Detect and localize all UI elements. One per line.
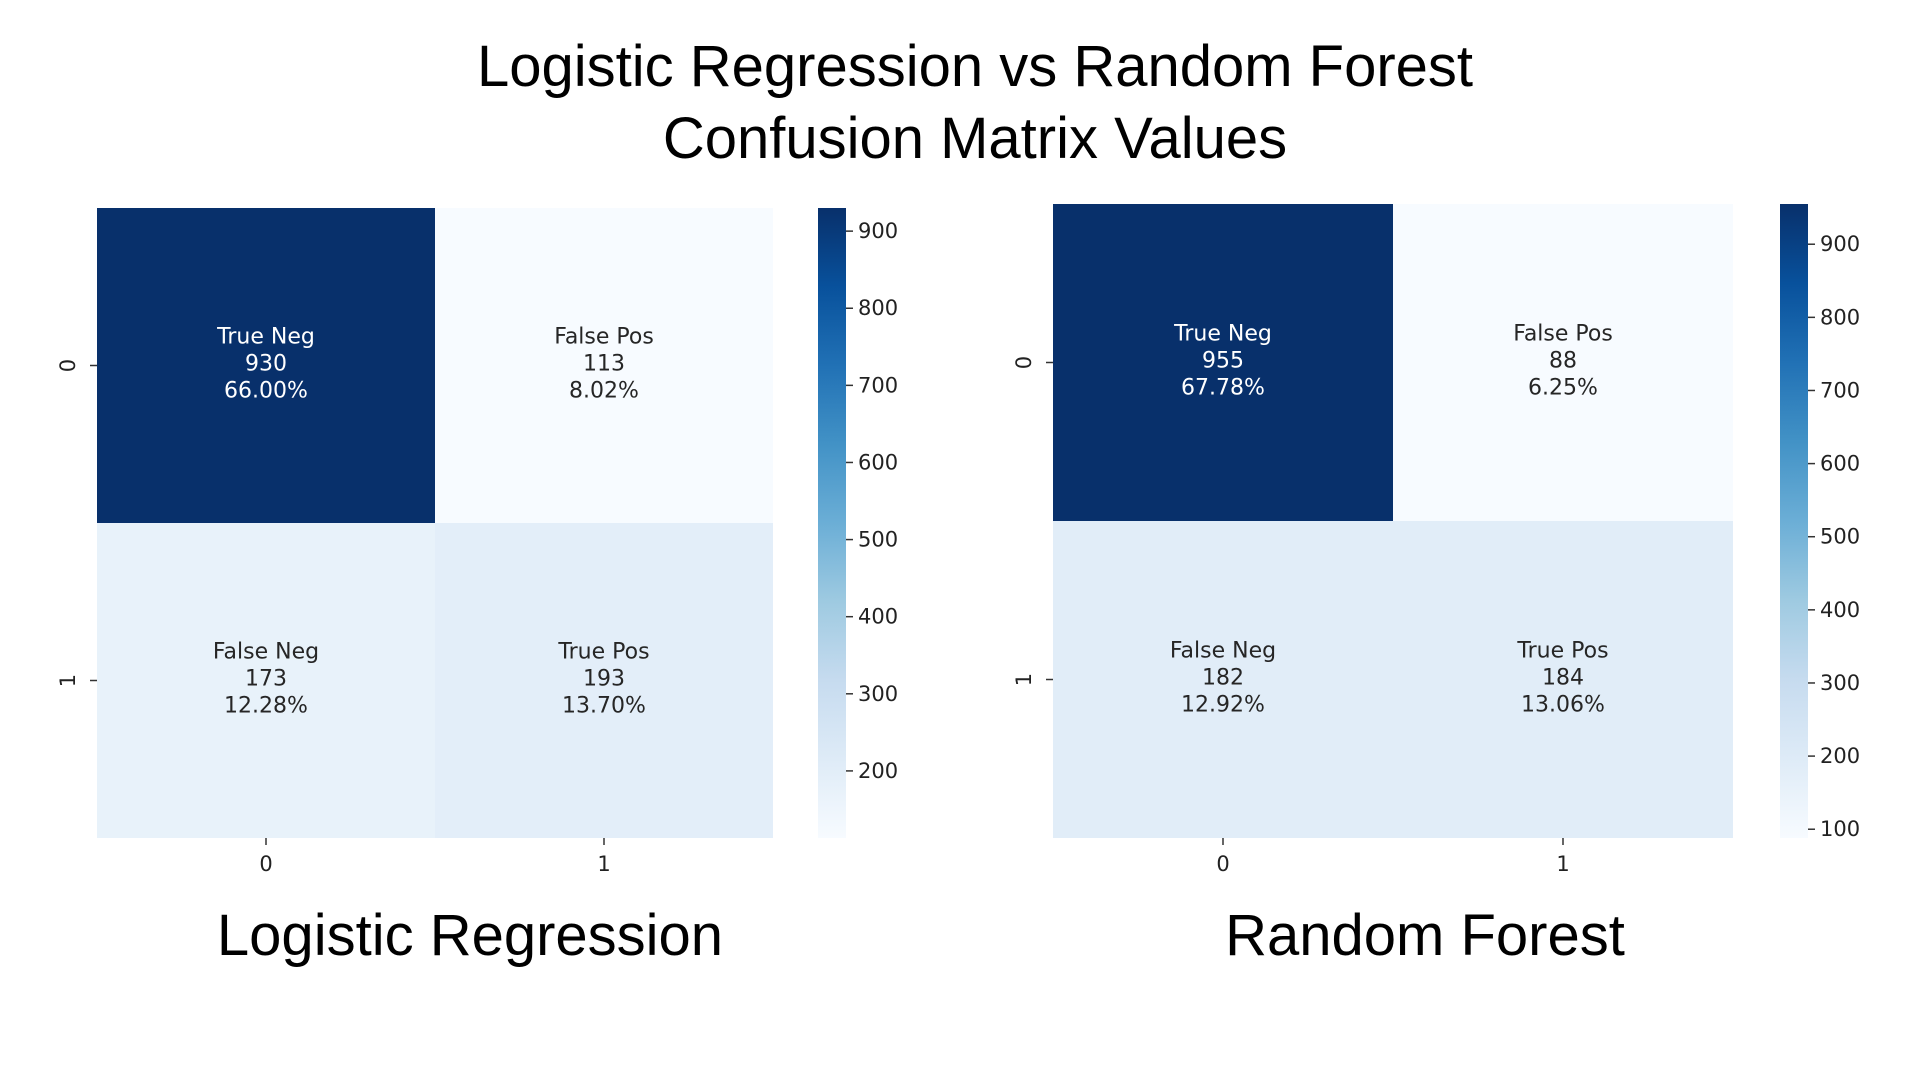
rf-y-tick-label-0: 0 xyxy=(1012,356,1036,369)
chart-title-line-1: Logistic Regression vs Random Forest xyxy=(477,34,1473,99)
lr-colorbar-tick-label-3: 600 xyxy=(858,450,898,474)
rf-cell-pct-r1-c0: 12.92% xyxy=(1181,693,1265,718)
rf-colorbar-tick-label-0: 900 xyxy=(1820,232,1860,256)
lr-colorbar-tick-label-6: 300 xyxy=(858,682,898,706)
rf-cell-r0-c1 xyxy=(1393,204,1733,521)
rf-colorbar-tick-label-7: 200 xyxy=(1820,744,1860,768)
rf-cell-label-r1-c0: False Neg xyxy=(1170,639,1276,664)
rf-colorbar-tick-label-6: 300 xyxy=(1820,671,1860,695)
lr-cell-value-r1-c0: 173 xyxy=(245,667,287,692)
lr-cell-pct-r0-c0: 66.00% xyxy=(224,379,308,404)
lr-colorbar-tick-label-0: 900 xyxy=(858,219,898,243)
lr-colorbar xyxy=(818,208,846,838)
rf-colorbar-tick-label-4: 500 xyxy=(1820,525,1860,549)
rf-colorbar-tick-label-3: 600 xyxy=(1820,452,1860,476)
lr-cell-value-r1-c1: 193 xyxy=(583,667,625,692)
lr-subtitle: Logistic Regression xyxy=(217,903,723,968)
lr-y-tick-label-1: 1 xyxy=(56,674,80,687)
rf-cell-value-r1-c0: 182 xyxy=(1202,666,1244,691)
lr-x-tick-label-0: 0 xyxy=(259,852,272,876)
lr-cell-pct-r0-c1: 8.02% xyxy=(569,379,639,404)
rf-cell-pct-r0-c1: 6.25% xyxy=(1528,376,1598,401)
rf-colorbar-tick-label-5: 400 xyxy=(1820,598,1860,622)
lr-cell-pct-r1-c1: 13.70% xyxy=(562,694,646,719)
rf-colorbar-tick-label-1: 800 xyxy=(1820,305,1860,329)
rf-colorbar xyxy=(1780,204,1808,838)
lr-colorbar-tick-label-2: 700 xyxy=(858,373,898,397)
lr-y-tick-label-0: 0 xyxy=(56,359,80,372)
lr-cell-r0-c0 xyxy=(97,208,435,523)
rf-colorbar-tick-label-8: 100 xyxy=(1820,817,1860,841)
rf-subtitle: Random Forest xyxy=(1225,903,1625,968)
lr-cell-r0-c1 xyxy=(435,208,773,523)
lr-cell-r1-c0 xyxy=(97,523,435,838)
lr-colorbar-tick-label-4: 500 xyxy=(858,528,898,552)
rf-colorbar-tick-label-2: 700 xyxy=(1820,378,1860,402)
lr-cell-label-r0-c1: False Pos xyxy=(554,325,654,350)
rf-cell-label-r0-c0: True Neg xyxy=(1173,322,1272,347)
lr-cell-r1-c1 xyxy=(435,523,773,838)
lr-cell-label-r1-c1: True Pos xyxy=(557,640,649,665)
rf-cell-r0-c0 xyxy=(1053,204,1393,521)
rf-cell-r1-c0 xyxy=(1053,521,1393,838)
lr-cell-value-r0-c0: 930 xyxy=(245,352,287,377)
rf-cell-value-r1-c1: 184 xyxy=(1542,666,1584,691)
chart-title-line-2: Confusion Matrix Values xyxy=(663,106,1287,171)
rf-cell-label-r0-c1: False Pos xyxy=(1513,322,1613,347)
rf-cell-label-r1-c1: True Pos xyxy=(1516,639,1608,664)
lr-cell-pct-r1-c0: 12.28% xyxy=(224,694,308,719)
rf-cell-r1-c1 xyxy=(1393,521,1733,838)
lr-cell-value-r0-c1: 113 xyxy=(583,352,625,377)
rf-x-tick-label-0: 0 xyxy=(1216,852,1229,876)
lr-colorbar-tick-label-1: 800 xyxy=(858,296,898,320)
lr-cell-label-r1-c0: False Neg xyxy=(213,640,319,665)
lr-x-tick-label-1: 1 xyxy=(597,852,610,876)
lr-colorbar-tick-label-7: 200 xyxy=(858,759,898,783)
rf-cell-pct-r1-c1: 13.06% xyxy=(1521,693,1605,718)
rf-x-tick-label-1: 1 xyxy=(1556,852,1569,876)
rf-cell-value-r0-c1: 88 xyxy=(1549,349,1577,374)
lr-cell-label-r0-c0: True Neg xyxy=(216,325,315,350)
rf-cell-value-r0-c0: 955 xyxy=(1202,349,1244,374)
rf-cell-pct-r0-c0: 67.78% xyxy=(1181,376,1265,401)
rf-y-tick-label-1: 1 xyxy=(1012,673,1036,686)
lr-colorbar-tick-label-5: 400 xyxy=(858,605,898,629)
